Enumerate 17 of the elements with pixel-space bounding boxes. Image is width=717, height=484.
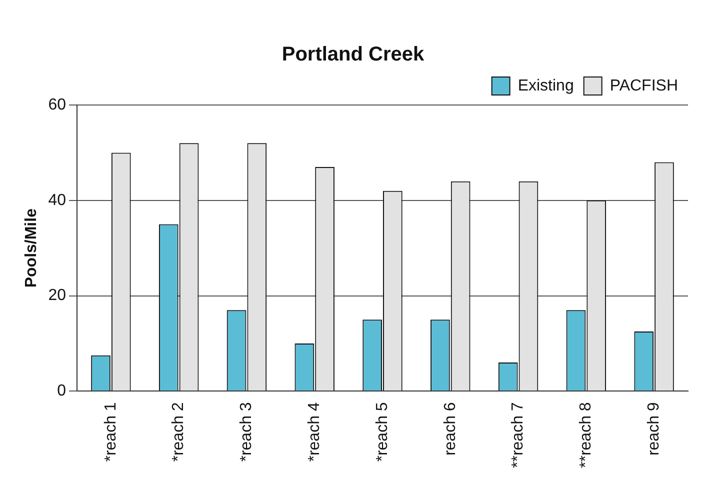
x-tick-label: *reach 3: [238, 402, 256, 462]
y-tick-label: 60: [48, 96, 66, 114]
y-tick-label: 0: [57, 382, 66, 400]
x-tick-label: reach 6: [442, 402, 459, 456]
y-tick-label: 20: [48, 287, 66, 304]
x-tick-label: **reach 8: [578, 402, 595, 468]
legend-label: PACFISH: [610, 77, 678, 94]
y-tick-label: 40: [48, 192, 66, 209]
chart-title: Portland Creek: [282, 44, 426, 66]
x-tick-label: reach 9: [645, 402, 662, 456]
legend-label: Existing: [518, 77, 574, 94]
x-tick-label: **reach 7: [510, 402, 527, 468]
x-tick-label: *reach 5: [374, 402, 391, 462]
x-tick-label: *reach 2: [170, 402, 188, 462]
x-tick-label: *reach 1: [102, 402, 120, 462]
y-axis-title: Pools/Mile: [23, 208, 40, 288]
x-tick-label: *reach 4: [306, 402, 324, 462]
